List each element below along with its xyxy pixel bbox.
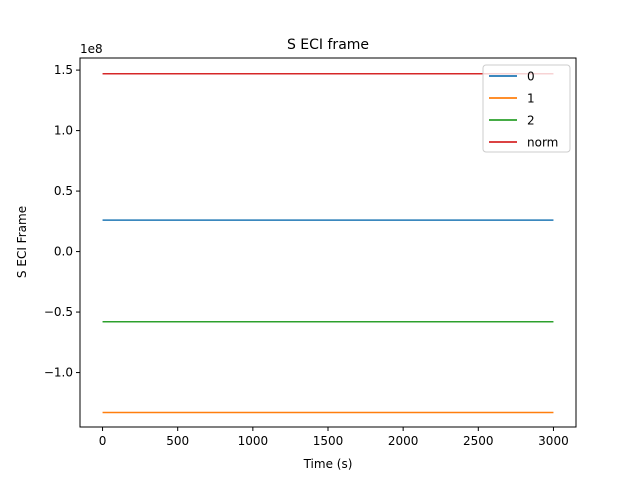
y-tick-label: 0.0 xyxy=(54,245,73,259)
x-tick-label: 0 xyxy=(99,434,107,448)
y-tick-label: 1.0 xyxy=(54,124,73,138)
y-tick-label: 0.5 xyxy=(54,184,73,198)
x-tick-label: 2500 xyxy=(463,434,494,448)
legend-label: norm xyxy=(527,136,558,150)
x-tick-label: 1000 xyxy=(238,434,269,448)
legend-label: 2 xyxy=(527,114,535,128)
legend: 0 1 2 norm xyxy=(482,64,571,153)
x-tick-label: 3000 xyxy=(538,434,569,448)
x-axis-ticks: 0 500 1000 1500 2000 2500 3000 xyxy=(99,427,569,448)
y-tick-label: −0.5 xyxy=(44,305,73,319)
y-axis-ticks: −1.0 −0.5 0.0 0.5 1.0 1.5 xyxy=(44,63,80,380)
x-axis-label: Time (s) xyxy=(303,457,353,471)
legend-box xyxy=(482,64,571,153)
chart-title: S ECI frame xyxy=(287,37,369,53)
y-axis-label: S ECI Frame xyxy=(15,206,29,278)
legend-label: 0 xyxy=(527,70,535,84)
x-tick-label: 1500 xyxy=(313,434,344,448)
x-tick-label: 500 xyxy=(166,434,189,448)
x-tick-label: 2000 xyxy=(388,434,419,448)
y-axis-offset-label: 1e8 xyxy=(80,42,103,56)
y-tick-label: −1.0 xyxy=(44,366,73,380)
legend-label: 1 xyxy=(527,92,535,106)
y-tick-label: 1.5 xyxy=(54,63,73,77)
plot-lines xyxy=(102,72,554,414)
